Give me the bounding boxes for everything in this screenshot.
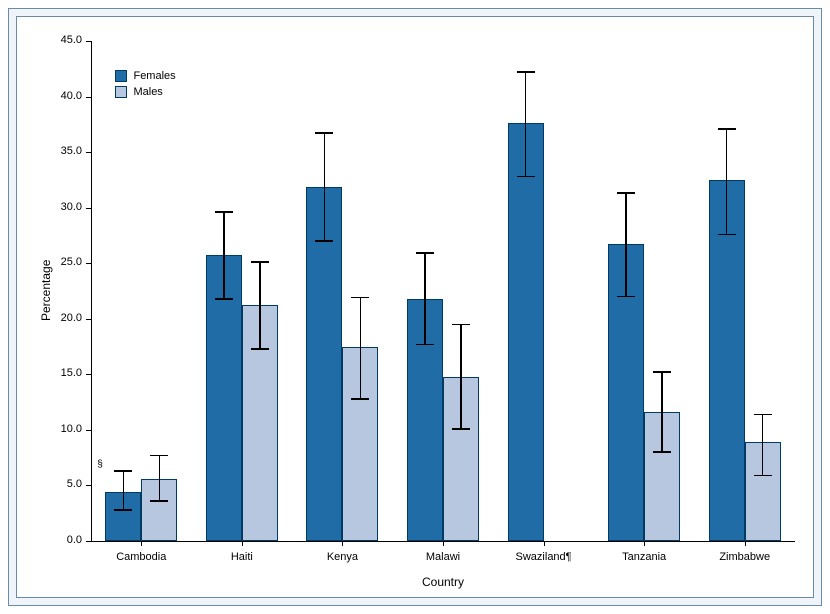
x-tick-label: Zimbabwe (694, 551, 795, 563)
error-bar-cap-low (215, 298, 233, 300)
error-bar-cap-low (251, 348, 269, 350)
error-bar-stem (123, 471, 125, 510)
error-bar-cap-low (452, 428, 470, 430)
error-bar-cap-high (416, 252, 434, 254)
error-bar-cap-low (416, 344, 434, 346)
legend-swatch (115, 86, 127, 98)
error-bar-cap-high (754, 414, 772, 416)
error-bar-cap-high (215, 211, 233, 213)
error-bar-cap-low (754, 475, 772, 477)
y-tick-label: 35.0 (17, 145, 82, 157)
error-bar-stem (661, 372, 663, 452)
error-bar-cap-high (114, 470, 132, 472)
error-bar-cap-high (718, 128, 736, 130)
error-bar-cap-high (150, 455, 168, 457)
y-axis-line (91, 41, 92, 541)
y-tick-label: 5.0 (17, 478, 82, 490)
x-tick (644, 541, 645, 546)
y-tick-label: 30.0 (17, 201, 82, 213)
x-tick (443, 541, 444, 546)
error-bar-cap-low (351, 398, 369, 400)
error-bar-cap-low (517, 176, 535, 178)
legend-label: Males (133, 86, 162, 98)
y-tick (86, 485, 91, 486)
x-tick-label: Swaziland¶ (493, 551, 594, 563)
error-bar-stem (424, 253, 426, 344)
error-bar-cap-high (452, 324, 470, 326)
x-tick-label: Cambodia (91, 551, 192, 563)
x-tick-label: Kenya (292, 551, 393, 563)
error-bar-cap-high (251, 261, 269, 263)
error-bar-cap-high (315, 132, 333, 134)
legend-item: Females (115, 69, 175, 83)
legend-item: Males (115, 85, 175, 99)
error-bar-stem (360, 298, 362, 399)
legend-label: Females (133, 70, 175, 82)
x-tick-label: Malawi (393, 551, 494, 563)
x-tick (544, 541, 545, 546)
error-bar-cap-low (114, 509, 132, 511)
y-tick-label: 25.0 (17, 256, 82, 268)
legend: Females Males (115, 69, 175, 101)
error-bar-cap-high (653, 371, 671, 373)
x-tick-label: Tanzania (594, 551, 695, 563)
y-tick (86, 319, 91, 320)
y-tick-label: 15.0 (17, 367, 82, 379)
y-tick (86, 541, 91, 542)
note-mark: § (97, 459, 103, 470)
y-tick-label: 20.0 (17, 312, 82, 324)
x-tick-label: Haiti (192, 551, 293, 563)
y-tick (86, 263, 91, 264)
x-tick (141, 541, 142, 546)
error-bar-stem (259, 262, 261, 349)
y-tick-label: 0.0 (17, 534, 82, 546)
error-bar-cap-low (315, 240, 333, 242)
error-bar-stem (525, 72, 527, 176)
y-tick (86, 41, 91, 42)
legend-swatch (115, 70, 127, 82)
chart-root: Percentage Country FemalesMales 0.05.010… (0, 0, 830, 614)
error-bar-stem (223, 212, 225, 299)
bar-females (508, 123, 544, 541)
x-tick (745, 541, 746, 546)
y-tick-label: 10.0 (17, 423, 82, 435)
error-bar-stem (159, 455, 161, 501)
x-tick (242, 541, 243, 546)
error-bar-cap-low (718, 234, 736, 236)
error-bar-cap-low (150, 500, 168, 502)
error-bar-cap-low (617, 296, 635, 298)
error-bar-stem (762, 414, 764, 475)
error-bar-stem (726, 129, 728, 235)
error-bar-cap-high (617, 192, 635, 194)
error-bar-cap-low (653, 451, 671, 453)
chart-inner-frame: Percentage Country FemalesMales 0.05.010… (16, 16, 814, 598)
error-bar-cap-high (351, 297, 369, 299)
y-tick (86, 374, 91, 375)
y-tick-label: 45.0 (17, 34, 82, 46)
x-tick (342, 541, 343, 546)
error-bar-stem (625, 193, 627, 296)
error-bar-cap-high (517, 71, 535, 73)
y-tick (86, 208, 91, 209)
x-axis-title: Country (91, 575, 795, 589)
y-tick (86, 430, 91, 431)
error-bar-stem (460, 324, 462, 428)
error-bar-stem (324, 133, 326, 241)
y-tick (86, 97, 91, 98)
y-tick (86, 152, 91, 153)
y-tick-label: 40.0 (17, 90, 82, 102)
